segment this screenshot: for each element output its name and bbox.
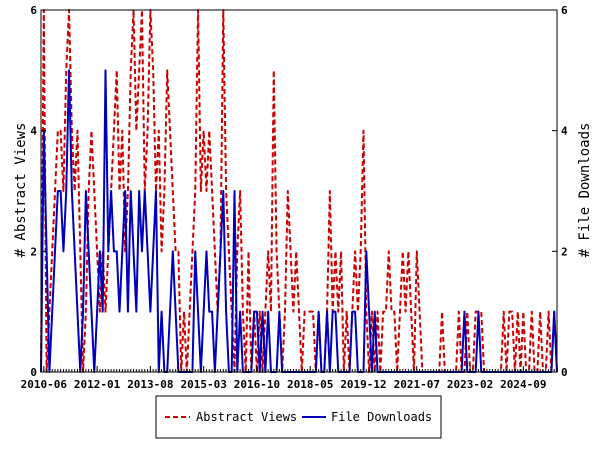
x-tick-label: 2024-09 [500, 378, 546, 391]
legend-box [155, 395, 442, 439]
x-tick-label: 2010-06 [21, 378, 68, 391]
x-tick-label: 2023-02 [447, 378, 493, 391]
y-right-tick-label: 6 [561, 4, 568, 17]
x-tick-label: 2019-12 [340, 378, 386, 391]
right-axis-title: # File Downloads [577, 123, 593, 258]
y-left-tick-label: 6 [30, 4, 37, 17]
x-tick-label: 2012-01 [74, 378, 121, 391]
y-left-tick-label: 2 [30, 245, 37, 258]
x-tick-label: 2021-07 [394, 378, 440, 391]
x-tick-label: 2016-10 [234, 378, 280, 391]
left-axis-title: # Abstract Views [13, 123, 29, 258]
x-tick-label: 2018-05 [287, 378, 333, 391]
legend-abstract-views-label: Abstract Views [196, 410, 297, 424]
x-tick-label: 2013-08 [127, 378, 173, 391]
legend-file-downloads-label: File Downloads [331, 410, 432, 424]
y-left-tick-label: 0 [30, 366, 37, 379]
x-tick-label: 2015-03 [180, 378, 226, 391]
y-right-tick-label: 0 [561, 366, 568, 379]
y-left-tick-label: 4 [30, 125, 37, 138]
axis-layer: 2010-06 2012-01 2013-08 2015-03 2016-10 2018-… [21, 4, 568, 391]
y-right-tick-label: 4 [561, 125, 568, 138]
y-right-tick-label: 2 [561, 245, 568, 258]
legend: Abstract Views File Downloads [155, 395, 442, 439]
